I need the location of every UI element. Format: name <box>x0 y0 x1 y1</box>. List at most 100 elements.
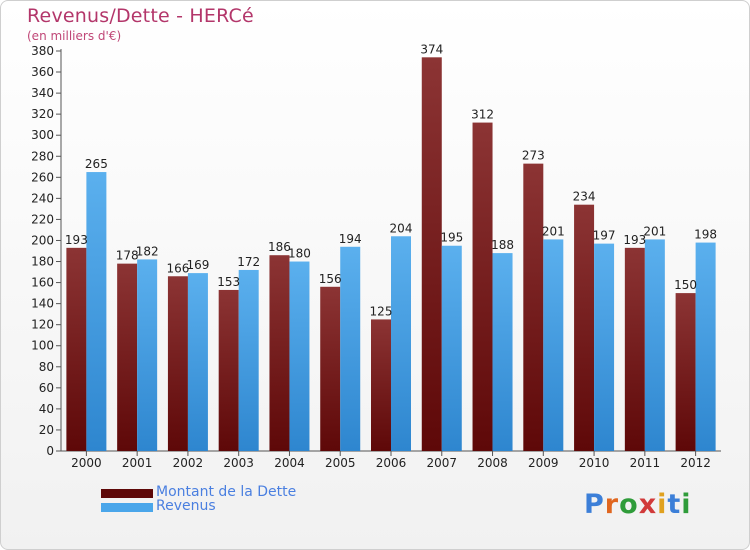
y-tick-label: 80 <box>39 360 54 374</box>
y-tick-label: 200 <box>31 233 54 247</box>
data-label-revenue: 169 <box>186 258 209 272</box>
y-tick-label: 140 <box>31 297 54 311</box>
x-tick-label: 2008 <box>477 456 508 470</box>
x-tick-label: 2010 <box>579 456 610 470</box>
bar-revenue <box>391 236 411 451</box>
logo-letter: o <box>619 489 639 520</box>
bar-debt <box>371 319 391 451</box>
legend-item-revenue: Revenus <box>101 498 361 517</box>
y-tick-label: 180 <box>31 255 54 269</box>
bar-revenue <box>594 243 615 451</box>
data-label-debt: 193 <box>623 233 646 247</box>
bar-revenue <box>492 253 513 451</box>
logo-letter: i <box>657 489 668 520</box>
bars <box>66 57 716 452</box>
data-label-revenue: 172 <box>237 255 260 269</box>
data-label-revenue: 197 <box>593 229 616 243</box>
data-label-debt: 312 <box>471 108 494 122</box>
y-tick-label: 280 <box>31 149 54 163</box>
bar-debt <box>523 163 544 451</box>
chart-subtitle: (en milliers d'€) <box>27 29 122 43</box>
data-label-debt: 374 <box>420 42 443 56</box>
logo-letter: P <box>584 489 605 520</box>
y-tick-label: 220 <box>31 212 54 226</box>
bar-revenue <box>238 269 259 451</box>
bar-revenue <box>441 245 462 451</box>
y-axis: 0 20 40 60 80 100 120 140 160 180 200 220 240 260 280 3… <box>31 44 62 458</box>
y-tick-label: 260 <box>31 170 54 184</box>
y-tick-label: 160 <box>31 276 54 290</box>
bar-revenue <box>137 259 158 451</box>
data-label-debt: 186 <box>268 240 291 254</box>
y-tick-label: 60 <box>39 381 54 395</box>
bar-revenue <box>340 246 361 451</box>
x-tick-label: 2000 <box>71 456 102 470</box>
x-tick-label: 2001 <box>122 456 153 470</box>
proxiti-logo: Proxiti <box>584 489 692 520</box>
y-tick-label: 360 <box>31 65 54 79</box>
data-label-revenue: 188 <box>491 238 514 252</box>
data-label-debt: 125 <box>370 304 393 318</box>
x-tick-label: 2002 <box>173 456 204 470</box>
y-tick-label: 240 <box>31 191 54 205</box>
bar-debt <box>66 247 87 451</box>
x-tick-label: 2003 <box>223 456 254 470</box>
bar-revenue <box>289 261 310 451</box>
x-tick-label: 2011 <box>630 456 661 470</box>
logo-letter: i <box>681 489 692 520</box>
bar-debt <box>269 255 290 451</box>
data-label-revenue: 201 <box>542 224 565 238</box>
legend-swatch-revenue <box>101 503 153 512</box>
data-label-debt: 234 <box>573 190 596 204</box>
data-label-revenue: 201 <box>643 224 666 238</box>
data-label-debt: 153 <box>217 275 240 289</box>
bar-revenue <box>86 172 107 452</box>
logo-letter: t <box>667 489 682 520</box>
data-label-revenue: 194 <box>339 232 362 246</box>
data-label-debt: 193 <box>65 233 88 247</box>
data-label-debt: 166 <box>166 261 189 275</box>
data-label-revenue: 198 <box>694 228 717 242</box>
bar-debt <box>320 286 341 451</box>
bar-debt <box>218 289 239 451</box>
legend-swatch-debt <box>101 489 153 498</box>
bar-debt <box>167 276 188 451</box>
y-tick-label: 300 <box>31 128 54 142</box>
data-label-revenue: 182 <box>136 244 159 258</box>
data-label-debt: 178 <box>116 249 139 263</box>
bar-revenue <box>543 239 564 451</box>
logo-letter: x <box>638 489 658 520</box>
x-tick-label: 2009 <box>528 456 559 470</box>
bar-debt <box>117 263 138 451</box>
chart-title: Revenus/Dette - HERCé <box>27 5 254 27</box>
data-label-revenue: 265 <box>85 157 108 171</box>
x-tick-label: 2007 <box>426 456 457 470</box>
y-tick-label: 120 <box>31 318 54 332</box>
x-tick-label: 2012 <box>680 456 711 470</box>
y-tick-label: 380 <box>31 44 54 58</box>
x-tick-label: 2004 <box>274 456 305 470</box>
logo-letter: r <box>604 489 620 520</box>
legend-item-debt: Montant de la Dette <box>101 484 361 503</box>
x-tick-label: 2006 <box>376 456 407 470</box>
bar-revenue <box>695 242 716 451</box>
bar-revenue <box>187 273 208 451</box>
bar-debt <box>624 247 645 451</box>
x-axis: 2000 2001 2002 2003 2004 2005 2006 2007 2008 2009… <box>61 450 721 470</box>
y-tick-label: 320 <box>31 107 54 121</box>
bar-debt <box>574 204 595 451</box>
y-tick-label: 40 <box>39 402 54 416</box>
y-tick-label: 20 <box>39 423 54 437</box>
data-label-revenue: 180 <box>288 247 311 261</box>
data-label-debt: 156 <box>319 272 342 286</box>
data-label-revenue: 195 <box>440 231 463 245</box>
legend-label-revenue: Revenus <box>156 498 216 514</box>
bar-debt <box>421 57 442 451</box>
data-label-revenue: 204 <box>390 221 413 235</box>
y-tick-label: 0 <box>46 444 54 458</box>
x-tick-label: 2005 <box>325 456 356 470</box>
y-tick-label: 100 <box>31 339 54 353</box>
data-label-debt: 273 <box>522 149 545 163</box>
